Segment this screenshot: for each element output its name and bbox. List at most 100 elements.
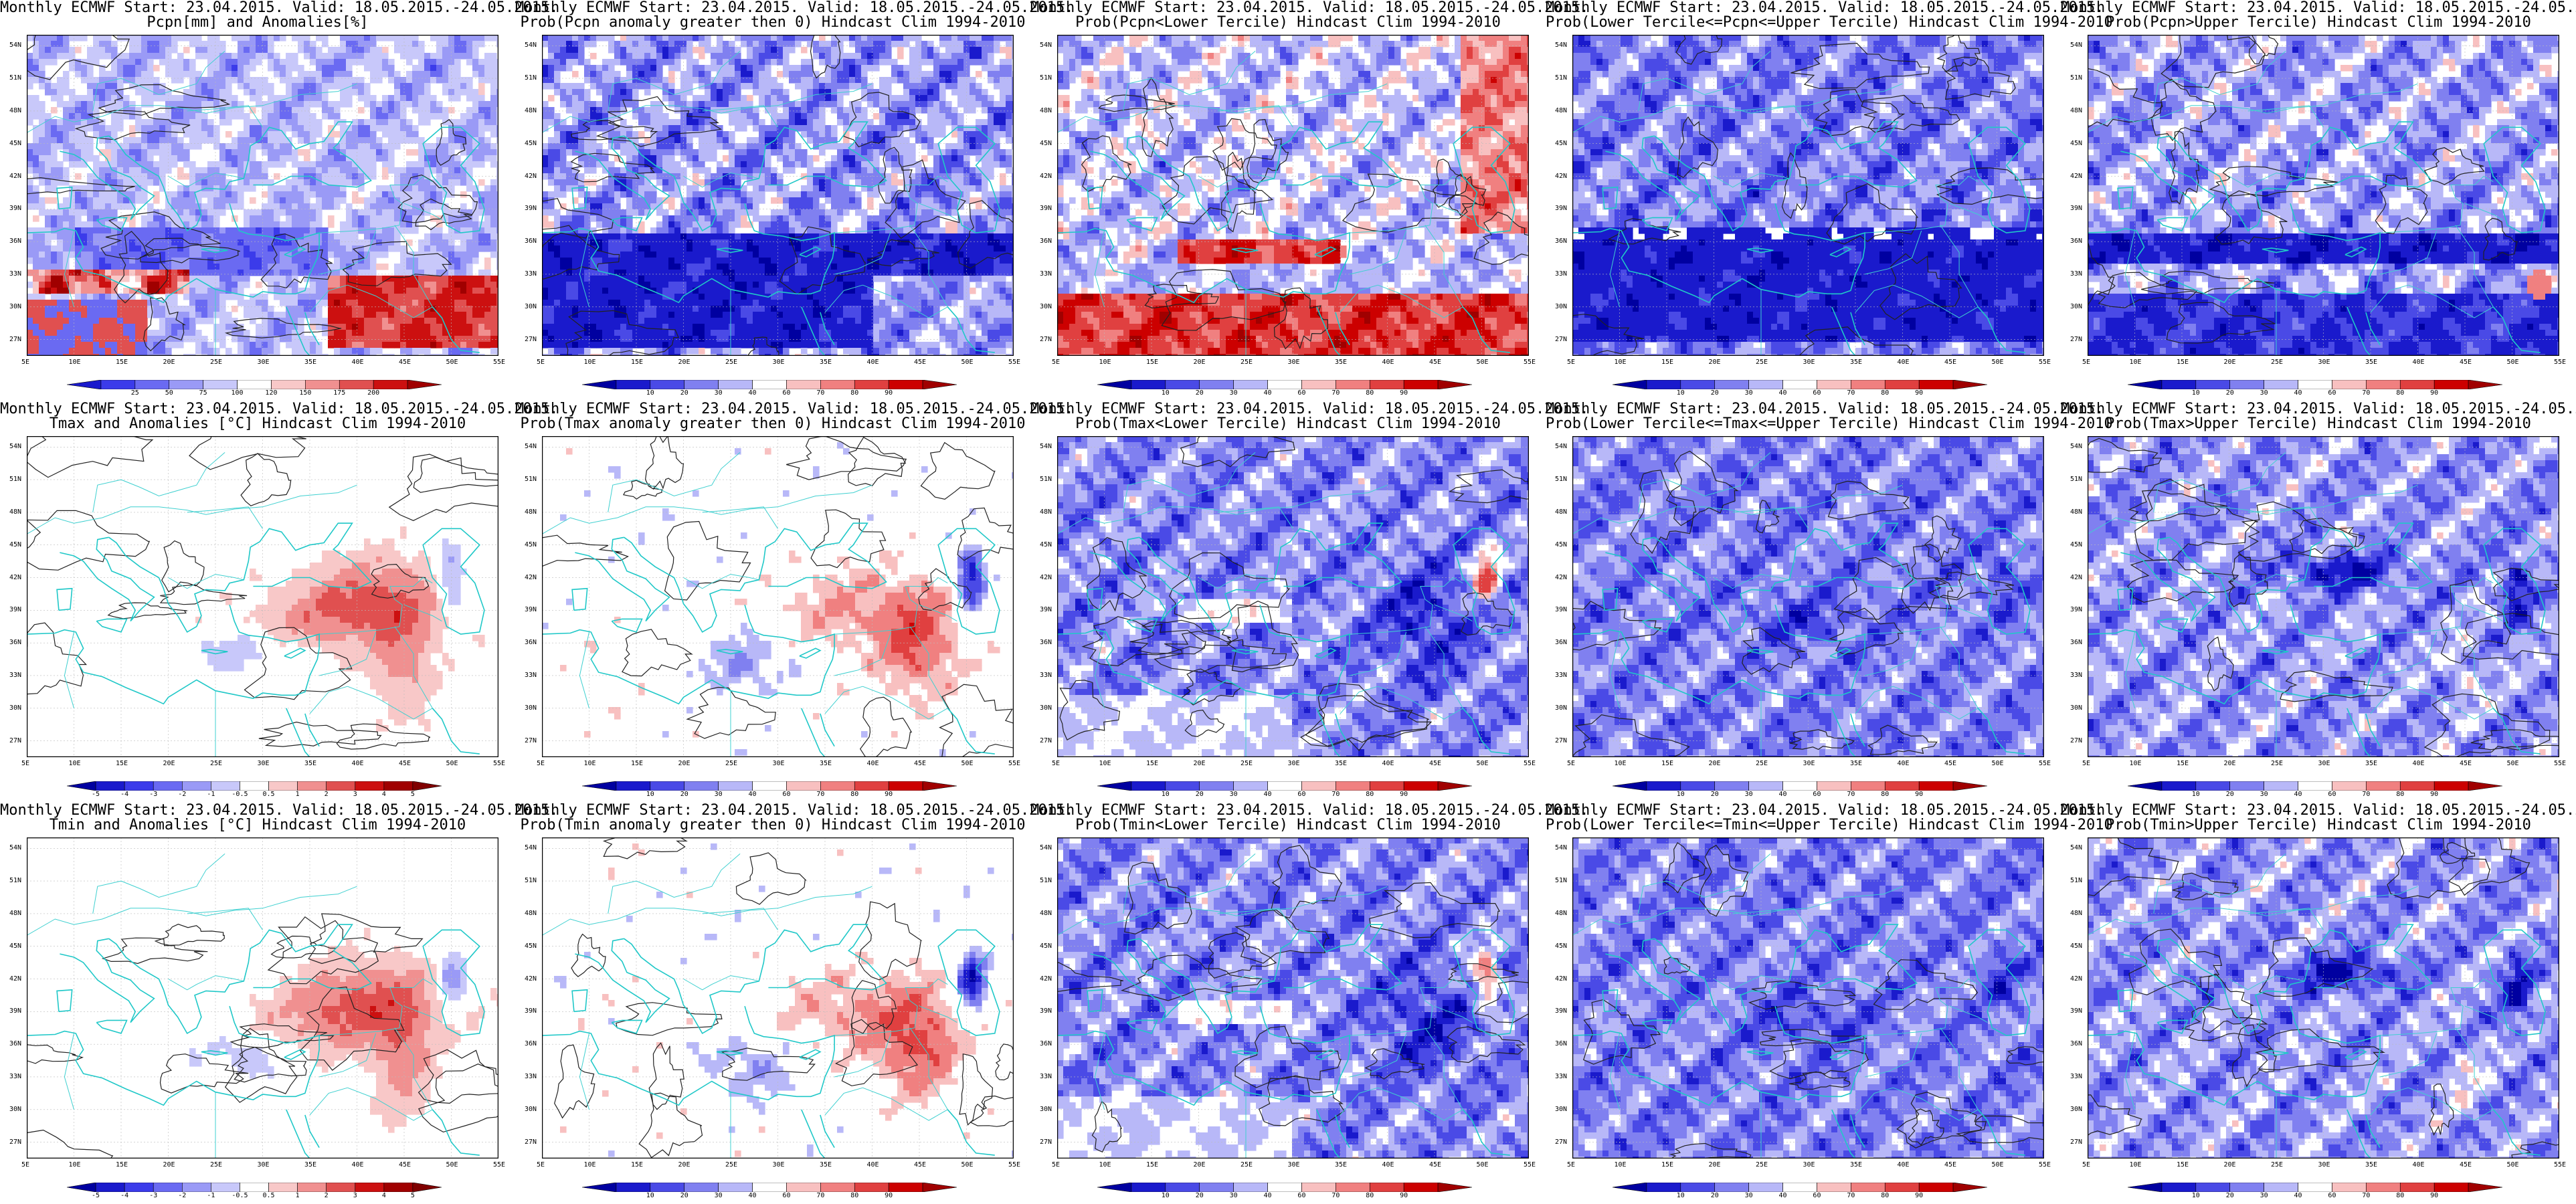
country-border [608,479,637,512]
country-border [1609,1033,1620,1110]
contour-line [810,509,887,569]
contour-line [851,980,897,1034]
country-border [347,686,433,720]
country-border [862,686,948,720]
country-border [608,880,637,914]
colorbar-segment [412,781,442,791]
country-border [1609,230,1620,307]
coastline [1829,246,1852,258]
contour-line [1833,557,1954,620]
country-border [1714,173,1790,188]
lat-tick-label: 42N [2070,574,2082,581]
country-border [318,631,377,676]
country-border [2464,203,2503,221]
contour-line [2470,729,2559,750]
coastline [2492,708,2541,755]
contour-line [1924,515,1962,563]
lon-tick-label: 20E [678,760,691,767]
map-area [27,35,498,356]
lon-tick-label: 40E [2413,359,2425,366]
lat-tick-label: 27N [1555,1138,1567,1146]
map-title-line2: Prob(Lower Tercile<=Tmax<=Upper Tercile)… [1546,416,2113,432]
lat-tick-label: 51N [525,877,537,884]
colorbar [2128,1183,2502,1192]
contour-line [1665,450,1739,526]
contour-line [1896,1092,1987,1148]
lon-tick-label: 25E [725,359,737,366]
contour-line [1273,287,1329,350]
contour-line [842,92,921,148]
coastline [571,587,588,611]
country-border [1198,975,1275,991]
colorbar-label: 40 [1264,1192,1272,1199]
map-area [2088,436,2559,757]
contour-line [565,310,680,356]
colorbar-segment [2128,1183,2163,1192]
lat-tick-label: 51N [2070,476,2082,483]
coastline [716,1050,743,1056]
colorbar-segment [203,380,238,389]
lon-tick-label: 40E [352,760,364,767]
contour-line [1572,601,1662,651]
colorbar-label: 10 [1677,389,1685,397]
colorbar-segment [95,781,125,791]
coastline [1641,618,1673,633]
colorbar-label: -5 [92,791,100,798]
coastline [1057,1005,1350,1106]
contour-line [959,1053,994,1126]
lon-tick-label: 45E [1944,760,1956,767]
country-border [120,854,225,898]
lon-tick-label: 50E [446,760,458,767]
coastline [1090,938,1186,1023]
coastline [2262,649,2289,655]
lat-tick-label: 27N [9,1138,21,1146]
contour-line [1449,173,1487,216]
map-field [1057,436,1529,757]
coastline [1126,618,1158,633]
map-panel-tmin-4: Monthly ECMWF Start: 23.04.2015. Valid: … [1546,803,2113,1204]
colorbar-segment [1952,1183,1987,1192]
coastline [716,247,743,254]
coastline [799,1049,822,1060]
country-border [403,604,442,622]
lon-tick-label: 50E [1477,1161,1489,1169]
lat-tick-label: 54N [1040,844,1052,851]
country-border [1057,83,1388,133]
country-border [834,230,892,275]
country-border [1865,175,1979,233]
map-frame [2088,436,2559,757]
country-border [1638,78,1667,111]
lon-tick-label: 30E [773,359,785,366]
map-area [1057,35,1529,356]
country-border [2464,1005,2503,1023]
coastline [60,938,155,1023]
lon-tick-label: 25E [210,1161,222,1169]
country-border [1424,225,1463,308]
lat-tick-label: 42N [525,173,537,180]
contour-line [240,453,292,506]
country-border [834,978,948,1036]
coastline [2483,528,2546,635]
country-border [64,631,74,708]
contour-line [1867,724,1938,755]
map-frame [27,837,498,1159]
colorbar-label: -2 [178,1192,186,1199]
colorbar [582,380,957,389]
country-border [2408,1087,2494,1121]
country-border [318,1033,377,1078]
map-title-line1: Monthly ECMWF Start: 23.04.2015. Valid: … [1546,803,2104,819]
colorbar-segment [786,781,821,791]
coastline [1602,989,1619,1013]
contour-line [1936,35,1981,72]
colorbar-segment [1714,380,1749,389]
colorbar-label: 10 [646,1192,654,1199]
colorbar-segment [1884,1183,1920,1192]
lat-tick-label: 39N [1555,1007,1567,1015]
contour-line [2160,35,2266,88]
map-field [2088,837,2559,1159]
colorbar-segment [2264,380,2298,389]
map-title-line2: Prob(Lower Tercile<=Pcpn<=Upper Tercile)… [1546,15,2113,31]
contour-line [735,852,807,905]
colorbar-segment [684,1183,719,1192]
coastline [2365,312,2381,346]
